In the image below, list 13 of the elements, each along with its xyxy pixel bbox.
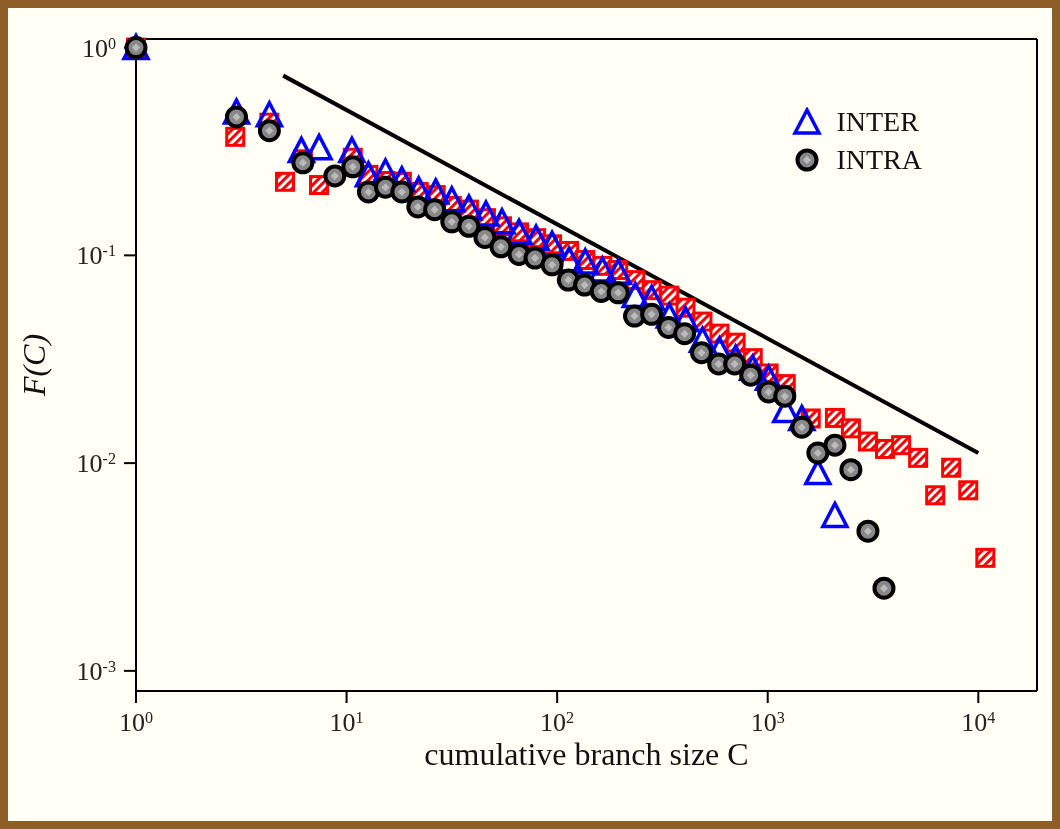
y-tick-label: 10$^{-3}$ xyxy=(76,656,116,686)
legend-label: INTER xyxy=(836,105,919,139)
x-tick-label: 10$^{1}$ xyxy=(329,708,364,737)
y-axis-title: F(C) xyxy=(16,333,53,398)
x-tick-label: 10$^{4}$ xyxy=(961,708,996,737)
x-axis-title: cumulative branch size C xyxy=(424,736,749,772)
y-tick-label: 10$^{-2}$ xyxy=(76,449,116,479)
y-tick-label: 10$^{0}$ xyxy=(81,33,116,63)
y-tick-label: 10$^{-1}$ xyxy=(76,241,116,271)
x-tick-label: 10$^{0}$ xyxy=(118,708,154,737)
x-tick-label: 10$^{2}$ xyxy=(540,708,575,737)
legend-label: INTRA xyxy=(836,143,922,177)
x-tick-label: 10$^{3}$ xyxy=(750,708,785,737)
